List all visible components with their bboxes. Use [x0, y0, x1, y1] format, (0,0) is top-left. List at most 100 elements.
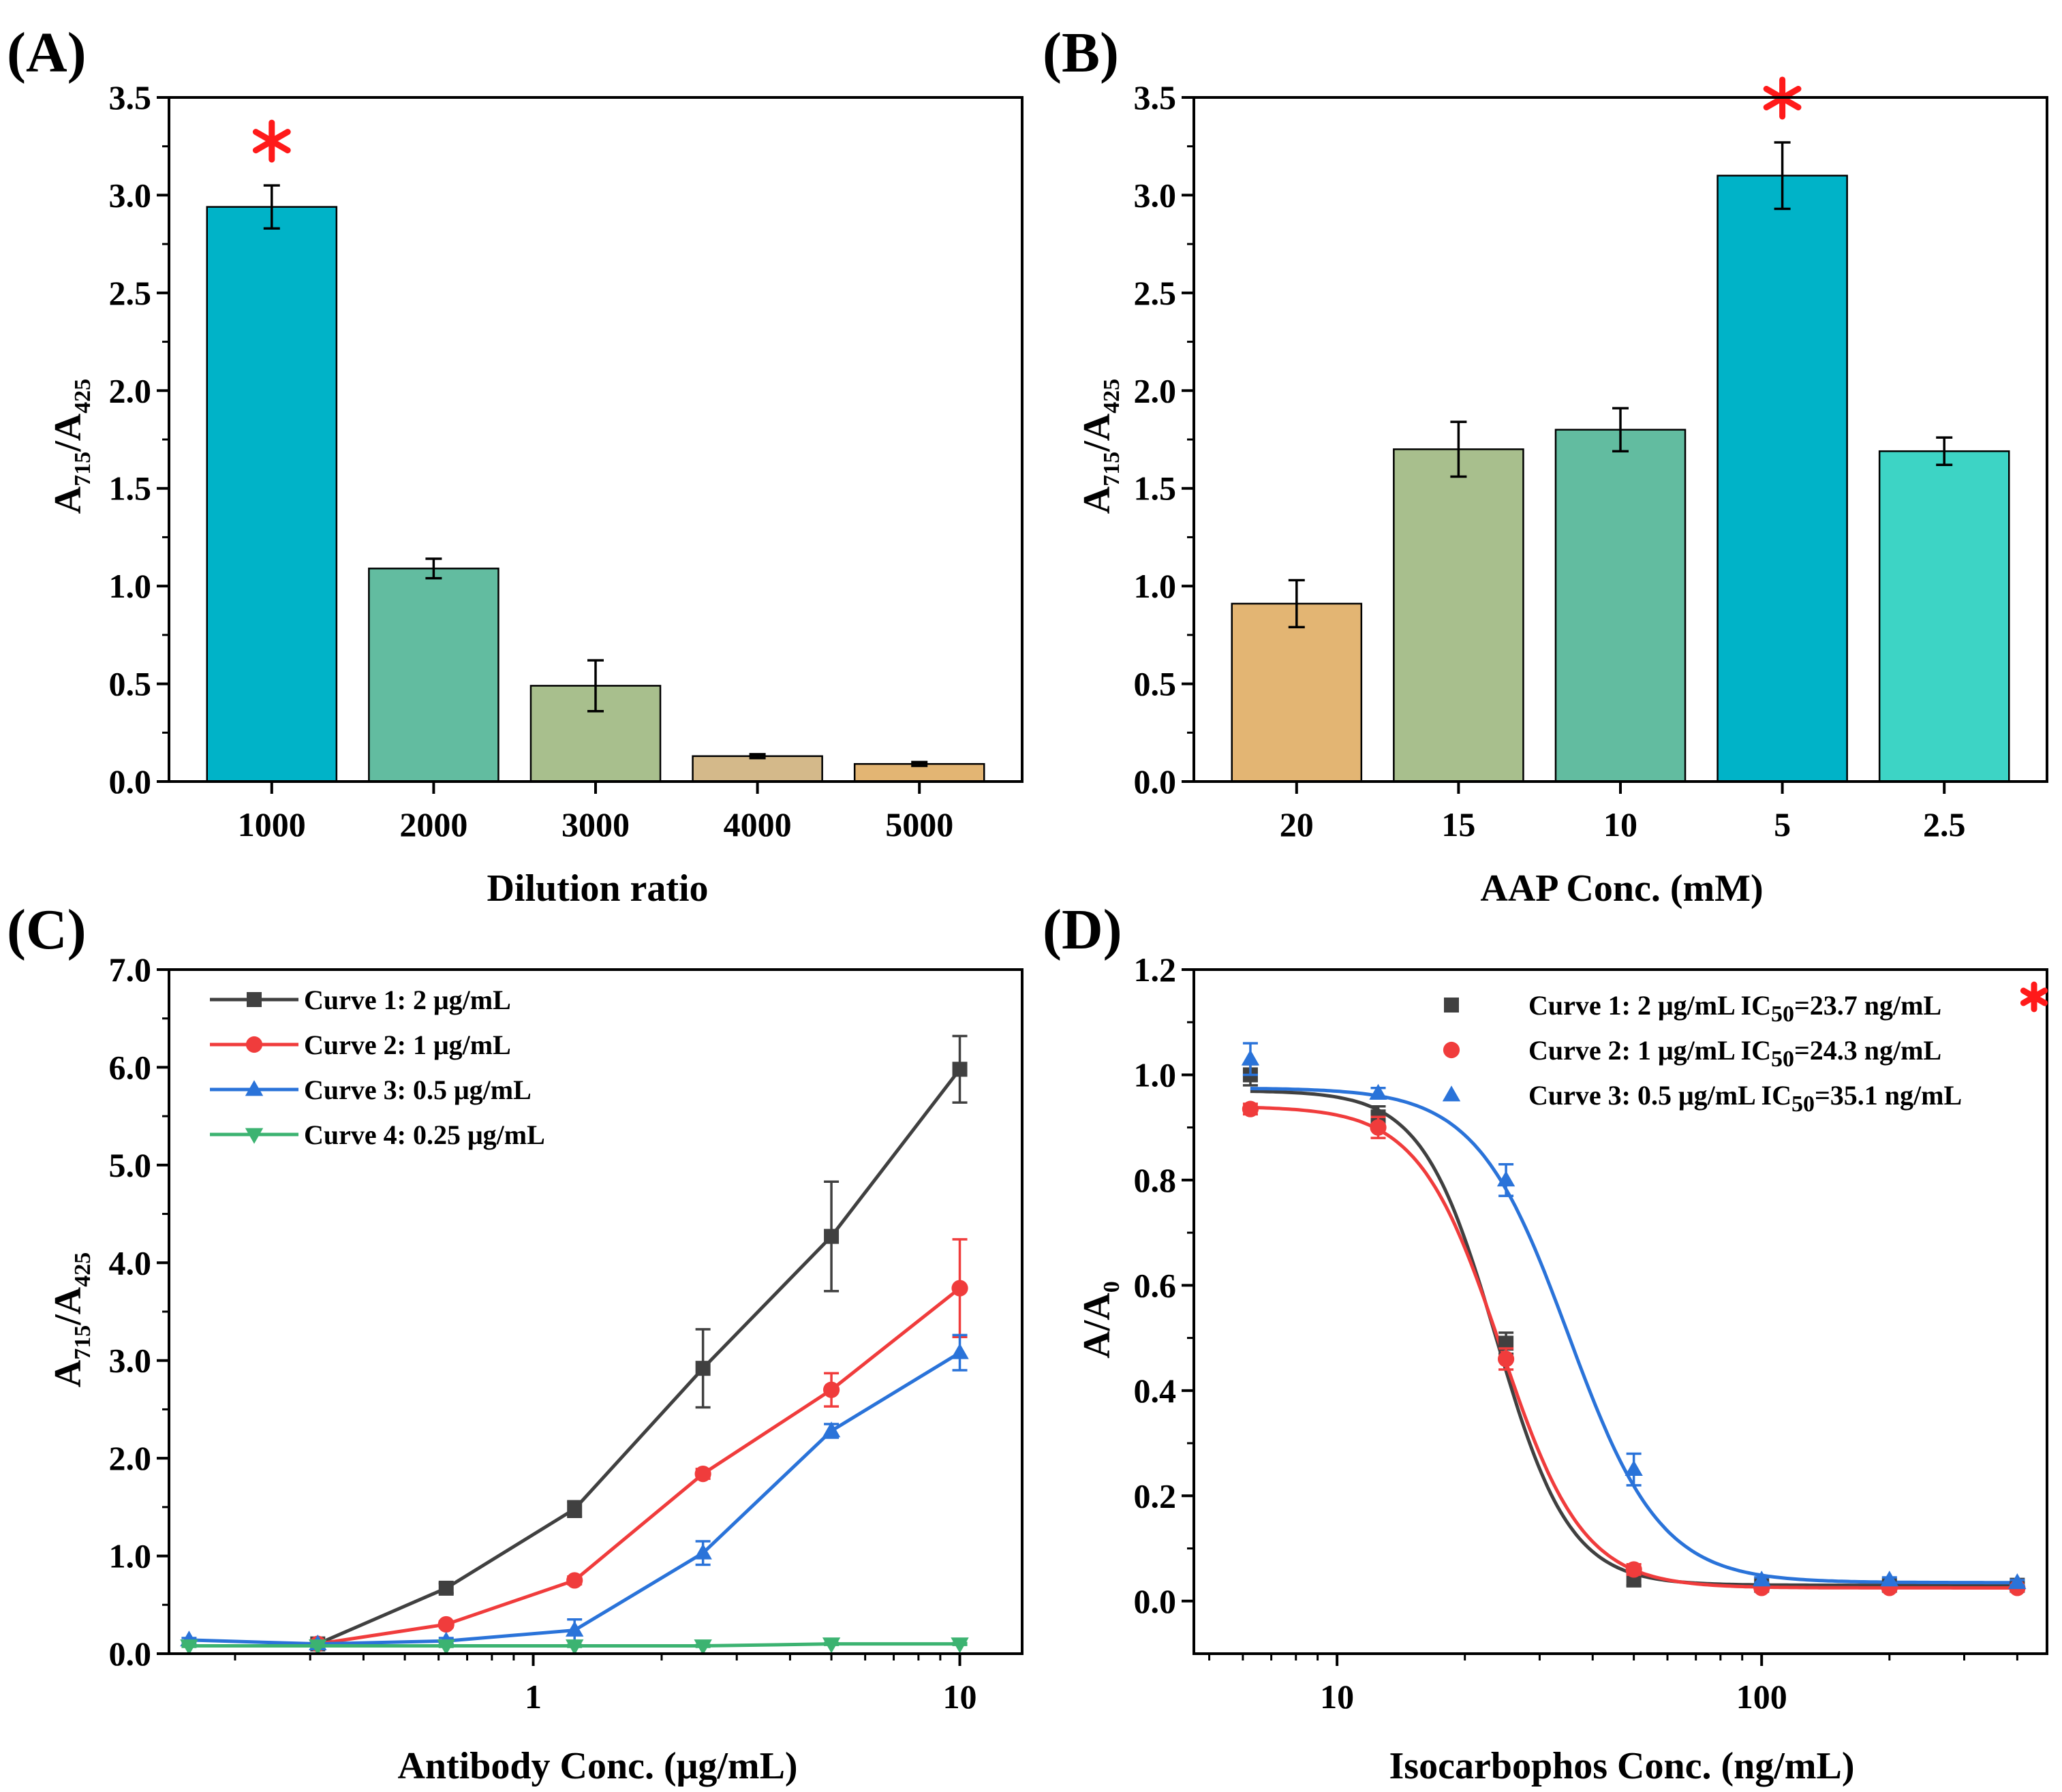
bar-a-4000: [692, 755, 823, 783]
y-tick-label-b: 1.5: [1134, 469, 1177, 508]
legend-label-c-4: Curve 4: 0.25 μg/mL: [304, 1119, 545, 1150]
y-tick-label-c: 4.0: [109, 1243, 152, 1282]
data-point-d-3: [1496, 1171, 1515, 1187]
x-tick-label-d: 100: [1736, 1678, 1787, 1716]
data-point-d-3: [1369, 1083, 1387, 1100]
data-point-c-4: [951, 1637, 969, 1654]
significance-star-d-stroke: [2020, 987, 2048, 1006]
panel-label-d: (D): [1043, 898, 1122, 961]
y-tick-label-c: 0.0: [109, 1635, 152, 1673]
x-axis-label-b: AAP Conc. (mM): [1480, 867, 1763, 910]
panel-a: (A) Dilution ratio A715/A425 1000 2000 300…: [7, 21, 1024, 910]
y-axis-label-d: A/A0: [1076, 1281, 1124, 1358]
legend-label-d-2: Curve 2: 1 μg/mL IC50=24.3 ng/mL: [1528, 1035, 1941, 1072]
x-axis-label-d: Isocarbophos Conc. (ng/mL): [1389, 1745, 1855, 1787]
x-tick-label-c: 10: [943, 1678, 977, 1716]
panel-label-a: (A): [7, 21, 87, 84]
data-point-c-3: [822, 1421, 841, 1438]
bar-b-5: [1717, 174, 1848, 783]
data-point-d-2: [1370, 1119, 1387, 1136]
legend-item-c-2: Curve 2: 1 μg/mL: [210, 1030, 511, 1060]
legend-marker-c-2: [245, 1036, 263, 1053]
series-line-c-3: [189, 1351, 961, 1646]
data-point-d-2: [1625, 1561, 1642, 1578]
data-point-d-3: [1880, 1571, 1898, 1587]
y-tick-label-b: 1.0: [1134, 567, 1177, 605]
y-tick-label-c: 2.0: [109, 1439, 152, 1477]
legend-marker-d-1: [1444, 998, 1459, 1013]
bar-a-2000: [368, 568, 499, 783]
series-line-c-2: [317, 1286, 961, 1646]
y-axis-label-a: A715/A425: [47, 379, 95, 514]
panel-label-b: (B): [1043, 21, 1119, 84]
plot-frame-c: [168, 968, 1024, 1655]
y-tick-label-b: 3.0: [1134, 176, 1177, 214]
y-tick-label-a: 3.5: [109, 78, 152, 117]
y-tick-label-d: 0.8: [1134, 1161, 1177, 1199]
y-axis-label-c: A715/A425: [47, 1252, 95, 1387]
x-tick-label-d: 10: [1320, 1678, 1354, 1716]
legend-label-d-1: Curve 1: 2 μg/mL IC50=23.7 ng/mL: [1528, 990, 1941, 1027]
bar-b-2.5: [1878, 450, 2010, 783]
y-tick-label-d: 0.6: [1134, 1266, 1177, 1304]
legend-marker-c-3: [245, 1080, 264, 1096]
data-point-c-4: [694, 1639, 712, 1656]
panel-label-c: (C): [7, 898, 87, 961]
fit-curve-d-3: [1250, 1087, 2018, 1585]
y-axis-label-b: A715/A425: [1076, 379, 1124, 514]
y-tick-label-b: 0.5: [1134, 665, 1177, 703]
x-axis-label-c: Antibody Conc. (μg/mL): [397, 1745, 797, 1787]
data-point-d-3: [1241, 1049, 1260, 1066]
data-point-c-3: [951, 1343, 969, 1359]
x-axis-label-a: Dilution ratio: [487, 867, 708, 910]
legend-label-d-3: Curve 3: 0.5 μg/mL IC50=35.1 ng/mL: [1528, 1080, 1962, 1117]
panel-b: (B) AAP Conc. (mM) A715/A425 20 15 10 5 2.5 0…: [1043, 21, 2048, 910]
y-tick-label-a: 1.5: [109, 469, 152, 508]
bar-b-20: [1231, 602, 1363, 783]
data-point-c-1: [695, 1361, 711, 1376]
x-tick-label-b: 20: [1280, 805, 1314, 844]
data-point-c-4: [180, 1639, 198, 1656]
x-tick-label-a: 5000: [885, 805, 953, 844]
y-tick-label-b: 2.5: [1134, 274, 1177, 312]
bar-b-10: [1554, 429, 1687, 783]
data-point-c-3: [565, 1620, 584, 1637]
x-tick-label-a: 2000: [399, 805, 467, 844]
data-point-d-2: [1242, 1100, 1259, 1117]
data-point-c-2: [437, 1616, 455, 1633]
legend-item-c-3: Curve 3: 0.5 μg/mL: [210, 1075, 532, 1105]
y-tick-label-c: 5.0: [109, 1146, 152, 1184]
data-point-c-2: [951, 1280, 968, 1297]
data-point-c-2: [822, 1381, 840, 1398]
x-tick-label-b: 10: [1603, 805, 1637, 844]
x-tick-label-a: 3000: [561, 805, 630, 844]
y-tick-label-a: 2.0: [109, 371, 152, 410]
data-point-c-1: [952, 1062, 968, 1077]
y-tick-label-d: 0.0: [1134, 1582, 1177, 1620]
legend-marker-d-2: [1443, 1041, 1460, 1059]
y-tick-label-d: 0.2: [1134, 1477, 1177, 1515]
plot-frame-d: [1192, 968, 2048, 1655]
legend-item-d-3: Curve 3: 0.5 μg/mL IC50=35.1 ng/mL: [1442, 1080, 1962, 1117]
x-tick-label-a: 4000: [724, 805, 792, 844]
legend-marker-c-1: [247, 992, 262, 1007]
y-tick-label-a: 3.0: [109, 176, 152, 214]
legend-marker-c-4: [245, 1128, 264, 1144]
panel-c: (C) Antibody Conc. (μg/mL) A715/A425 0.0…: [7, 898, 1024, 1787]
legend-item-c-4: Curve 4: 0.25 μg/mL: [210, 1119, 545, 1150]
data-point-c-4: [437, 1639, 455, 1656]
bar-a-1000: [206, 206, 338, 783]
x-tick-label-b: 15: [1441, 805, 1475, 844]
bar-b-15: [1393, 448, 1524, 783]
y-tick-label-c: 6.0: [109, 1048, 152, 1086]
x-tick-label-c: 1: [525, 1678, 542, 1716]
y-tick-label-a: 0.0: [109, 762, 152, 801]
y-tick-label-a: 1.0: [109, 567, 152, 605]
significance-star-d: [2020, 981, 2048, 1013]
fit-curve-d-1: [1250, 1090, 2018, 1588]
legend-item-d-1: Curve 1: 2 μg/mL IC50=23.7 ng/mL: [1444, 981, 2048, 1027]
legend-item-c-1: Curve 1: 2 μg/mL: [210, 985, 511, 1015]
significance-star-a: [252, 119, 291, 163]
y-tick-label-a: 0.5: [109, 665, 152, 703]
